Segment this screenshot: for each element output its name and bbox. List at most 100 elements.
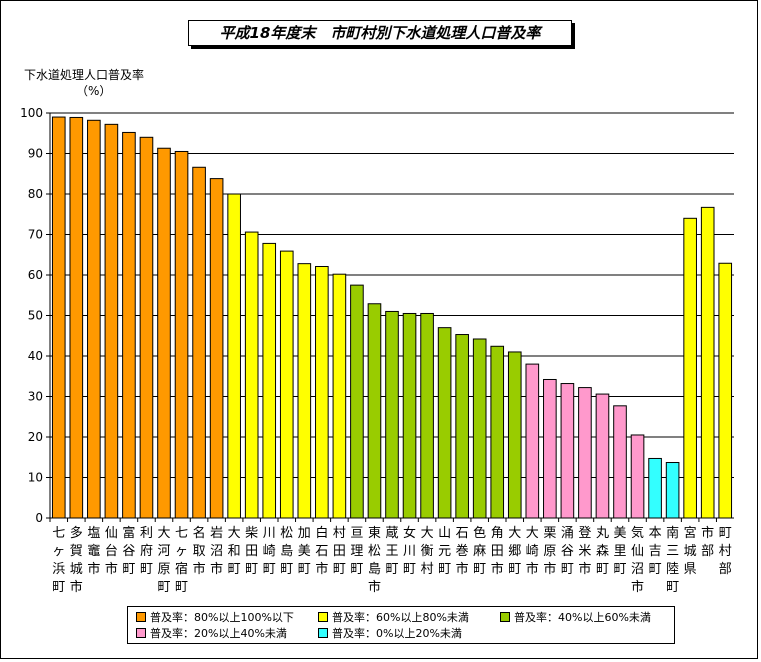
x-tick-label: 大河原町 bbox=[157, 526, 170, 595]
legend-label: 普及率：40%以上60%未満 bbox=[514, 611, 651, 624]
bar bbox=[385, 310, 399, 519]
bar bbox=[87, 119, 101, 519]
legend-swatch bbox=[136, 628, 146, 638]
x-tick-label: 東松島市 bbox=[368, 525, 381, 595]
bar bbox=[630, 434, 645, 519]
bar bbox=[402, 312, 417, 519]
bar bbox=[332, 273, 347, 519]
bar bbox=[51, 116, 66, 519]
legend-label: 普及率：60%以上80%未満 bbox=[332, 611, 469, 624]
bar bbox=[665, 462, 680, 519]
x-tick-label: 亘理町 bbox=[350, 526, 363, 577]
bar bbox=[578, 387, 592, 519]
bar bbox=[315, 265, 329, 519]
legend-label: 普及率：80%以上100%以下 bbox=[150, 611, 294, 624]
bar bbox=[367, 303, 382, 519]
bar bbox=[174, 150, 189, 519]
bar bbox=[507, 351, 522, 519]
bar bbox=[209, 178, 224, 519]
x-tick-label: 石巻市 bbox=[456, 526, 469, 577]
bar bbox=[297, 263, 312, 519]
x-tick-label: 登米市 bbox=[578, 526, 591, 577]
bar bbox=[262, 242, 277, 519]
x-tick-label: 南三陸町 bbox=[666, 525, 679, 595]
legend-item-0-20: 普及率：0%以上20%未満 bbox=[318, 627, 462, 641]
chart-title-text: 平成18年度末 市町村別下水道処理人口普及率 bbox=[219, 24, 541, 42]
x-tick-label: 七ヶ宿町 bbox=[175, 526, 188, 595]
x-tick-label: 利府町 bbox=[140, 526, 153, 577]
legend-item-60-80: 普及率：60%以上80%未満 bbox=[318, 611, 469, 625]
y-tick-label: 40 bbox=[28, 349, 43, 363]
bar bbox=[244, 231, 259, 519]
bar bbox=[227, 193, 241, 519]
y-tick-label: 10 bbox=[28, 471, 43, 485]
legend-item-80-100: 普及率：80%以上100%以下 bbox=[136, 611, 294, 625]
bar bbox=[525, 363, 540, 519]
y-axis-unit: （%） bbox=[76, 84, 112, 98]
bar bbox=[472, 338, 487, 519]
x-tick-label: 女川町 bbox=[403, 525, 416, 577]
legend-swatch bbox=[500, 612, 510, 622]
y-tick-label: 70 bbox=[28, 228, 43, 242]
x-tick-label: 宮城県 bbox=[684, 525, 697, 577]
y-axis-label: 下水道処理人口普及率 bbox=[24, 68, 145, 82]
legend-item-40-60: 普及率：40%以上60%未満 bbox=[500, 611, 651, 625]
bar bbox=[455, 334, 469, 519]
x-tick-label: 柴田町 bbox=[245, 526, 258, 577]
bar bbox=[560, 383, 575, 519]
x-tick-label: 七ヶ浜町 bbox=[52, 526, 65, 595]
x-tick-label: 川崎町 bbox=[263, 526, 276, 577]
bar bbox=[595, 393, 610, 519]
x-tick-label: 大和町 bbox=[228, 526, 241, 577]
legend-label: 普及率：20%以上40%未満 bbox=[150, 627, 287, 640]
bar bbox=[613, 405, 627, 519]
y-tick-label: 50 bbox=[28, 309, 43, 323]
bar bbox=[122, 131, 136, 519]
bar bbox=[139, 136, 154, 519]
y-tick-label: 100 bbox=[20, 106, 43, 120]
y-tick-label: 30 bbox=[28, 390, 43, 404]
x-tick-label: 白石市 bbox=[315, 525, 328, 577]
x-tick-label: 岩沼市 bbox=[210, 526, 223, 577]
bar bbox=[157, 147, 171, 519]
x-tick-label: 加美町 bbox=[298, 526, 311, 577]
chart-title: 平成18年度末 市町村別下水道処理人口普及率 bbox=[188, 20, 572, 46]
y-tick-label: 0 bbox=[35, 511, 43, 525]
x-tick-label: 山元町 bbox=[438, 526, 451, 577]
x-tick-label: 本吉町 bbox=[649, 526, 662, 577]
bar bbox=[69, 116, 84, 519]
bar bbox=[420, 312, 434, 519]
x-tick-label: 松島町 bbox=[280, 526, 293, 577]
legend-label: 普及率：0%以上20%未満 bbox=[332, 627, 462, 640]
y-tick-label: 80 bbox=[28, 187, 43, 201]
x-tick-label: 町村部 bbox=[719, 526, 732, 577]
x-tick-label: 大衡村 bbox=[421, 526, 434, 577]
y-tick-label: 90 bbox=[28, 147, 43, 161]
x-tick-label: 名取市 bbox=[193, 525, 206, 577]
x-tick-label: 涌谷町 bbox=[561, 526, 574, 577]
x-tick-label: 富谷町 bbox=[122, 525, 135, 577]
y-tick-label: 60 bbox=[28, 268, 43, 282]
bar bbox=[490, 345, 505, 519]
legend: 普及率：80%以上100%以下 普及率：60%以上80%未満 普及率：40%以上… bbox=[127, 606, 675, 644]
x-tick-label: 気仙沼市 bbox=[631, 525, 644, 595]
x-tick-label: 蔵王町 bbox=[385, 526, 398, 577]
bar bbox=[648, 457, 662, 519]
x-tick-label: 大崎市 bbox=[526, 526, 539, 577]
x-tick-label: 塩竈市 bbox=[87, 526, 100, 577]
x-tick-label: 多賀城市 bbox=[70, 525, 83, 595]
bar bbox=[683, 217, 697, 519]
x-tick-label: 美里町 bbox=[613, 526, 626, 577]
legend-swatch bbox=[136, 612, 146, 622]
bar bbox=[437, 327, 452, 519]
bar bbox=[279, 250, 294, 519]
legend-swatch bbox=[318, 612, 328, 622]
bar bbox=[192, 166, 206, 519]
bar bbox=[543, 378, 557, 519]
bar bbox=[104, 123, 119, 519]
x-tick-label: 栗原市 bbox=[543, 526, 556, 577]
legend-swatch bbox=[318, 628, 328, 638]
x-tick-label: 市部 bbox=[701, 525, 714, 559]
bar bbox=[350, 284, 364, 519]
bar bbox=[718, 262, 733, 519]
